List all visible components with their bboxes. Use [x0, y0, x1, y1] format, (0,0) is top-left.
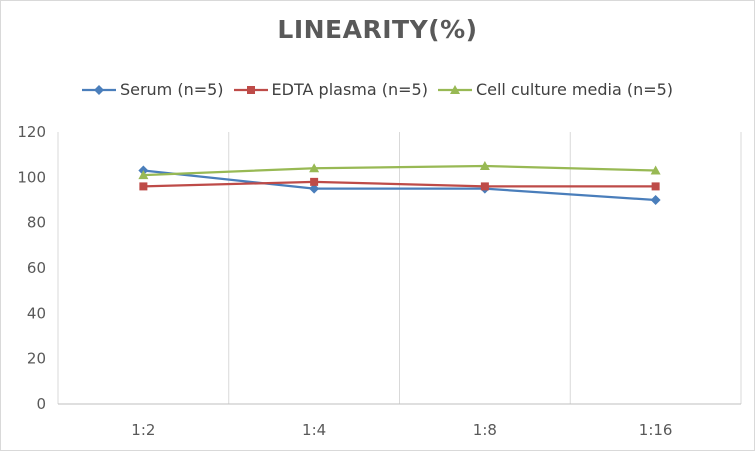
data-point-series-1: [480, 182, 489, 191]
legend-marker: [246, 85, 255, 94]
series-line-1: [143, 180, 656, 188]
y-tick-label: 40: [27, 304, 46, 322]
legend-item-cell-culture-media: Cell culture media (n=5): [437, 80, 674, 99]
data-point-series-1: [310, 177, 319, 186]
legend-swatch-cell-culture-media: [437, 84, 472, 94]
x-tick-label: 1:8: [473, 421, 497, 439]
legend: Serum (n=5) EDTA plasma (n=5) Cell cultu…: [1, 80, 754, 99]
data-point-series-0: [650, 195, 661, 205]
x-tick-label: 1:4: [302, 421, 326, 439]
x-tick-label: 1:16: [639, 421, 673, 439]
data-point-series-0: [309, 183, 320, 194]
legend-label-serum: Serum (n=5): [119, 80, 224, 99]
legend-label-edta-plasma: EDTA plasma (n=5): [271, 80, 428, 99]
y-tick-label: 60: [27, 259, 46, 277]
y-tick-label: 20: [27, 350, 46, 368]
data-point-series-2: [138, 170, 149, 180]
y-tick-label: 80: [27, 214, 46, 232]
y-tick-label: 0: [36, 395, 46, 413]
data-point-series-2: [650, 165, 661, 175]
legend-item-serum: Serum (n=5): [81, 80, 224, 99]
series-line-2: [143, 164, 656, 177]
legend-marker: [93, 84, 104, 95]
legend-label-cell-culture-media: Cell culture media (n=5): [475, 80, 674, 99]
legend-swatch-serum: [81, 84, 116, 95]
y-tick-label: 100: [17, 168, 46, 186]
x-tick-label: 1:2: [131, 421, 155, 439]
data-point-series-2: [479, 161, 490, 170]
series-line-0: [143, 169, 656, 202]
data-point-series-1: [139, 182, 148, 191]
data-point-series-1: [651, 182, 660, 191]
legend-swatch-edta-plasma: [233, 85, 268, 94]
data-point-series-2: [309, 163, 320, 173]
legend-marker: [449, 84, 460, 94]
y-tick-label: 120: [17, 123, 46, 141]
legend-item-edta-plasma: EDTA plasma (n=5): [233, 80, 428, 99]
chart-title: LINEARITY(%): [277, 15, 478, 44]
